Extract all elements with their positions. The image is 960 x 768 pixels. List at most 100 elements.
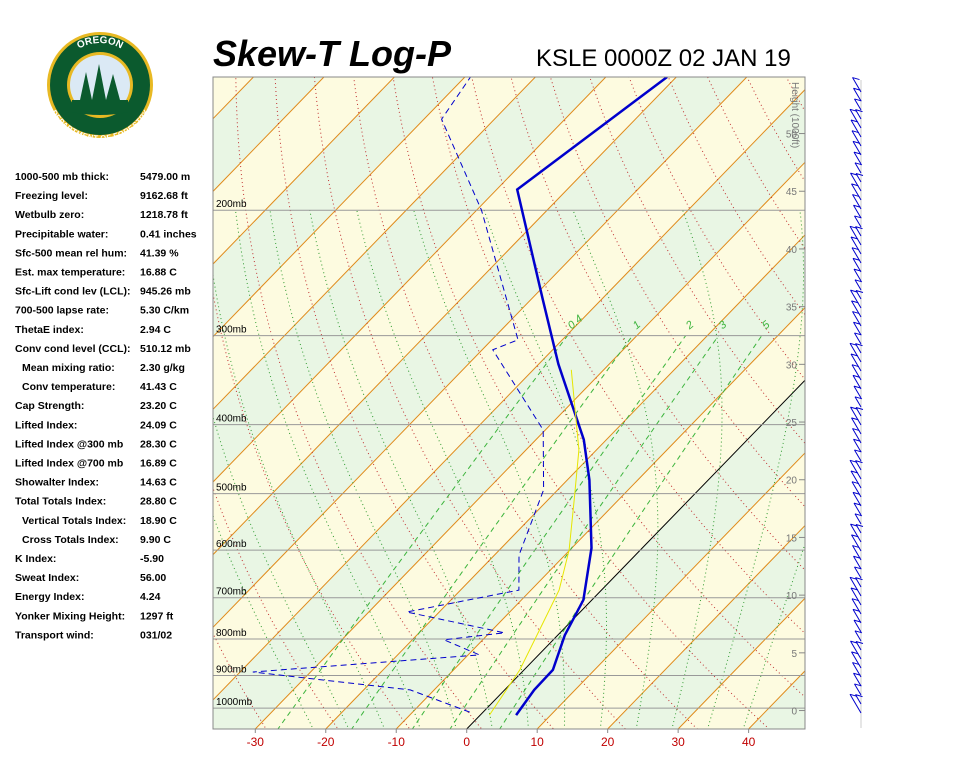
isotherm [213, 77, 395, 265]
barb [850, 236, 862, 255]
barb [855, 109, 863, 113]
index-value: 0.41 inches [140, 228, 197, 240]
x-tick-label: 30 [671, 735, 685, 749]
y-tick-label: 800mb [216, 628, 247, 639]
barb [855, 577, 863, 581]
index-label: Lifted Index @700 mb [15, 458, 123, 470]
barb [853, 151, 862, 165]
index-label: Lifted Index @300 mb [15, 438, 123, 450]
isotherm [677, 597, 805, 729]
y2-tick-label: 25 [786, 418, 798, 429]
index-value: 5479.00 m [140, 171, 190, 183]
y2-tick-label: 15 [786, 533, 798, 544]
barb [849, 460, 862, 480]
index-label: Vertical Totals Index: [22, 515, 126, 527]
index-value: 9.90 C [140, 534, 171, 546]
barb [850, 353, 862, 372]
barb [854, 396, 862, 408]
barb [850, 406, 862, 426]
barb [853, 321, 861, 325]
barb [853, 672, 862, 687]
y2-tick-label: 5 [791, 649, 797, 660]
barb [854, 683, 862, 687]
barb [851, 247, 860, 251]
plot-background [213, 0, 960, 738]
barb [854, 513, 863, 517]
barb [850, 587, 862, 606]
barb [854, 449, 862, 453]
index-value: 2.94 C [140, 324, 171, 336]
barb [854, 449, 862, 462]
x-tick-label: 10 [531, 735, 545, 749]
barb [853, 204, 861, 208]
barb [853, 87, 861, 91]
barb [854, 215, 862, 228]
y2-tick-label: 20 [786, 476, 798, 487]
barb [854, 566, 862, 579]
barb [854, 162, 863, 166]
isotherm [607, 524, 805, 729]
y2-tick-label: 40 [786, 245, 798, 256]
dry-adiabat [431, 77, 805, 698]
barb [853, 555, 861, 559]
index-value: 28.80 C [140, 496, 177, 508]
barb [855, 407, 864, 410]
y-tick-label: 200mb [216, 199, 247, 210]
barb [850, 523, 858, 527]
barb [852, 662, 860, 666]
barb [854, 332, 862, 345]
index-label: 1000-500 mb thick: [15, 171, 109, 183]
x-tick-label: 40 [742, 735, 756, 749]
y-tick-label: 600mb [216, 539, 247, 550]
moist-adiabat [309, 210, 493, 729]
barb [850, 289, 862, 309]
isotherm [213, 77, 325, 193]
y2-axis-title: Height (1000ft) [789, 82, 800, 148]
index-label: Conv cond level (CCL): [15, 343, 131, 355]
y-tick-label: 700mb [216, 587, 247, 598]
barb [852, 311, 860, 315]
index-label: Precipitable water: [15, 228, 108, 240]
barb [852, 258, 862, 273]
barb [849, 109, 862, 129]
index-value: 28.30 C [140, 438, 177, 450]
barb [850, 470, 862, 489]
barb [851, 417, 859, 421]
barb [855, 226, 863, 230]
barb [855, 173, 864, 176]
dry-adiabat [821, 0, 960, 738]
barb [850, 406, 858, 410]
barb [852, 609, 862, 624]
index-label: Sweat Index: [15, 572, 79, 584]
barb [855, 460, 863, 464]
barb [851, 534, 862, 552]
profile-line [252, 77, 545, 713]
y2-tick-label: 35 [786, 303, 798, 314]
chart-title: Skew-T Log-P [213, 33, 452, 74]
y2-tick-label: 10 [786, 591, 798, 602]
isotherm [213, 77, 536, 411]
index-label: Mean mixing ratio: [22, 362, 115, 374]
index-value: 16.88 C [140, 267, 177, 279]
barb [853, 619, 862, 633]
barb [849, 577, 862, 597]
index-value: 9162.68 ft [140, 190, 188, 202]
barb [851, 300, 862, 318]
barb [850, 236, 859, 240]
barb [855, 524, 864, 527]
barb [851, 417, 862, 435]
barb [850, 523, 862, 543]
x-tick-label: -20 [317, 735, 335, 749]
barb [854, 332, 862, 336]
barb [852, 492, 862, 507]
barb [849, 342, 858, 346]
barb [852, 491, 861, 495]
index-label: Cross Totals Index: [22, 534, 119, 546]
barb [854, 215, 862, 219]
barb [852, 608, 861, 612]
y-tick-label: 300mb [216, 325, 247, 336]
barb [853, 438, 862, 453]
index-label: ThetaE index: [15, 324, 84, 336]
logo-top: OREGON [75, 35, 124, 51]
barb [851, 481, 860, 485]
